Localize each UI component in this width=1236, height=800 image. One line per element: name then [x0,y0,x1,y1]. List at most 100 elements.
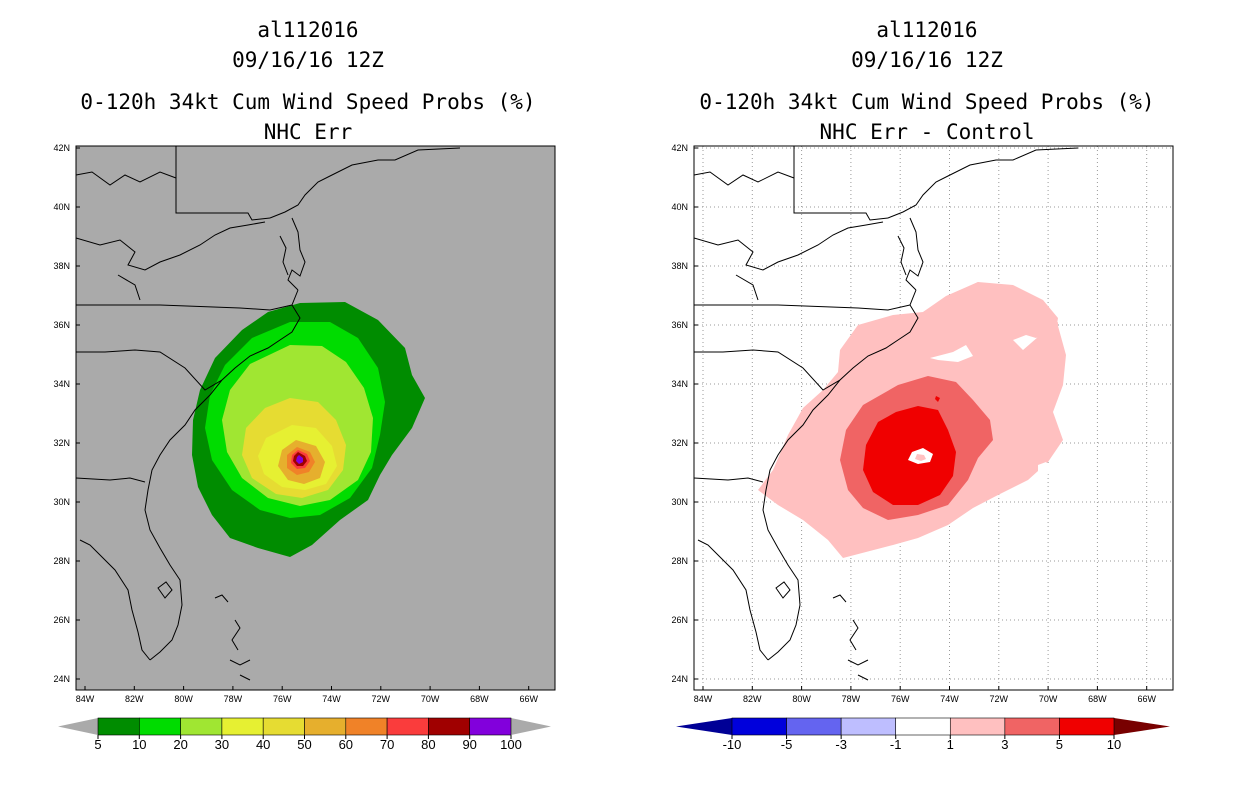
colorbar-label: -5 [781,737,793,752]
right-title-line1: al112016 [876,18,978,42]
right-axis-ticks: 42N 40N 38N 36N 34N 32N 30N 28N 26N 24N 84W 82W 80W 7… [671,143,1156,704]
coastline [694,304,911,311]
lon-label: 74W [322,694,341,704]
left-title-line2: 09/16/16 12Z [232,48,384,72]
colorbar-label: 50 [297,737,311,752]
colorbar-swatch [469,717,512,736]
colorbar-label: 60 [339,737,353,752]
lat-label: 30N [53,497,70,507]
lat-label: 42N [53,143,70,153]
right-map-frame [693,145,1174,691]
lon-label: 82W [743,694,762,704]
colorbar-label: 100 [500,737,522,752]
colorbar-swatch [895,717,951,736]
lon-label: 70W [1039,694,1058,704]
lat-label: 38N [671,261,688,271]
right-map: 42N 40N 38N 36N 34N 32N 30N 28N 26N 24N 84W 82W 80W 7… [671,143,1174,752]
lat-label: 40N [53,202,70,212]
colorbar-label: 90 [462,737,476,752]
contour-90 [296,455,303,464]
coastline [694,349,841,391]
colorbar-swatch [180,717,223,736]
coastline [76,349,223,391]
left-coastlines [76,146,461,681]
left-title-line4: NHC Err [263,120,353,144]
right-colorbar: -10 -5 -3 -1 1 3 5 10 [676,717,1170,752]
coastline [905,217,924,291]
colorbar-label: 40 [256,737,270,752]
lat-label: 36N [671,320,688,330]
contour-1-to-3-north [923,282,998,312]
colorbar-swatch [840,717,897,736]
contour-neutral-gap [930,345,973,362]
right-title-line4: NHC Err - Control [819,120,1035,144]
colorbar-swatch [345,717,388,736]
lat-label: 36N [53,320,70,330]
lat-label: 32N [53,438,70,448]
colorbar-swatch [386,717,429,736]
lon-label: 70W [421,694,440,704]
coastline [144,289,301,661]
right-title-line2: 09/16/16 12Z [851,48,1003,72]
lat-label: 26N [53,615,70,625]
lat-label: 26N [671,615,688,625]
coastline [279,235,289,276]
coastline [735,274,759,301]
lon-label: 84W [76,694,95,704]
colorbar-swatch [1059,717,1115,736]
coastline [79,539,151,661]
colorbar-end-left [676,718,732,735]
lon-label: 74W [940,694,959,704]
right-coastlines [694,146,1079,681]
coastline [697,539,769,661]
lon-label: 66W [519,694,538,704]
lat-label: 32N [671,438,688,448]
colorbar-label: 3 [1001,737,1008,752]
lon-label: 68W [470,694,489,704]
lon-label: 66W [1137,694,1156,704]
right-title-line3: 0-120h 34kt Cum Wind Speed Probs (%) [699,90,1155,114]
coastline [76,171,177,186]
colorbar-label: 5 [1056,737,1063,752]
lat-label: 24N [671,674,688,684]
colorbar-label: -1 [890,737,902,752]
lat-label: 38N [53,261,70,271]
right-difference-contours [758,282,1066,558]
left-axis-ticks: 42N 40N 38N 36N 34N 32N 30N 28N 26N 24N 84W 82W 80W 7… [53,143,538,704]
left-title-line1: al112016 [257,18,359,42]
colorbar-label: 70 [380,737,394,752]
colorbar-label: 20 [173,737,187,752]
contour-center-inner [915,454,926,461]
colorbar-end-right [511,718,551,735]
lat-label: 24N [53,674,70,684]
colorbar-label: 1 [947,737,954,752]
lon-label: 72W [990,694,1009,704]
coastline [832,594,869,681]
colorbar-label: 10 [1107,737,1121,752]
lon-label: 76W [891,694,910,704]
coastline [897,235,907,276]
colorbar-swatch [428,717,470,736]
left-title-line3: 0-120h 34kt Cum Wind Speed Probs (%) [80,90,536,114]
coastline [175,146,271,221]
coastline [287,217,306,291]
colorbar-end-right [1114,718,1170,735]
lon-label: 80W [792,694,811,704]
lat-label: 28N [671,556,688,566]
coastline [887,147,1079,219]
coastline [214,594,251,681]
colorbar-label: 30 [215,737,229,752]
left-colorbar: 5 10 20 30 40 50 60 70 80 90 100 [58,717,551,752]
coastline [269,147,461,219]
colorbar-swatch [262,717,305,736]
lon-label: 82W [125,694,144,704]
colorbar-label: 80 [421,737,435,752]
colorbar-swatch [221,717,264,736]
contour-spot [935,396,940,402]
colorbar-swatch [949,717,1006,736]
colorbar-swatch [97,717,140,736]
lon-label: 76W [273,694,292,704]
coastline [775,581,791,599]
coastline [76,304,293,311]
lat-label: 42N [671,143,688,153]
